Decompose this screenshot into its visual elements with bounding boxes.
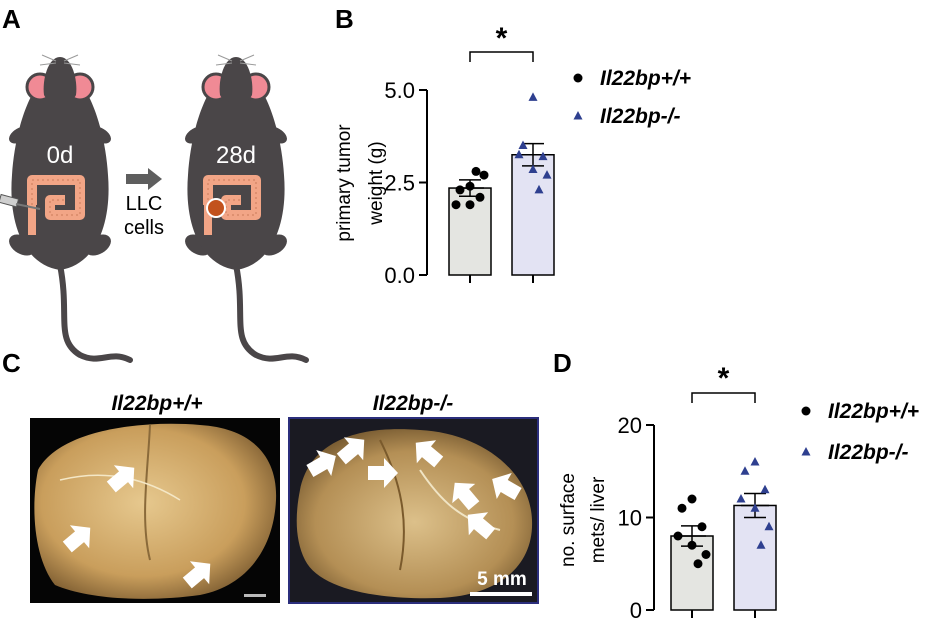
chart-d-legend-marker (801, 406, 811, 416)
chart-b-legend-marker (573, 73, 583, 83)
chart-b-point (538, 151, 548, 161)
panel-a-label: A (2, 4, 21, 34)
chart-d-point (736, 494, 746, 503)
chart-b-point (465, 181, 475, 191)
arrow-label-line2: cells (124, 217, 164, 239)
chart-b-y-axis-label: primary tumor (334, 124, 355, 242)
chart-b-significance-star: * (496, 22, 508, 55)
tumor-icon (206, 198, 226, 218)
chart-d-point (693, 559, 703, 569)
chart-b-point (479, 170, 489, 180)
chart-d-point (677, 503, 687, 513)
liver-photo-wildtype (30, 418, 280, 603)
chart-d-point (764, 521, 774, 531)
chart-b-y-tick-label: 0.0 (384, 263, 415, 288)
chart-b-point (534, 184, 544, 194)
chart-b-y-tick-label: 2.5 (384, 171, 415, 196)
chart-b-point (528, 164, 538, 174)
chart-d-point (756, 540, 766, 549)
photo-right-title: Il22bp-/- (373, 392, 454, 415)
chart-b-y-tick-label: 5.0 (384, 78, 415, 103)
mouse-illustration-start: 0d (5, 55, 130, 360)
scale-bar-label: 5 mm (477, 569, 527, 590)
chart-d-significance-bracket (691, 392, 756, 403)
scale-bar (470, 592, 532, 596)
chart-d-legend-marker (801, 447, 811, 456)
chart-b-point (455, 185, 465, 195)
chart-b-point (451, 200, 461, 210)
chart-b-significance-bracket (469, 51, 534, 62)
chart-b-point (518, 140, 528, 149)
chart-d-point (701, 550, 711, 559)
syringe-icon (0, 193, 41, 210)
chart-d-point (673, 531, 683, 541)
chart-b-legend-label: Il22bp-/- (600, 105, 681, 128)
chart-b-point (471, 166, 481, 176)
chart-d-point (750, 457, 760, 466)
chart-d-y-tick-label: 0 (630, 598, 642, 623)
chart-b-point (542, 170, 552, 179)
chart-d-legend-label: Il22bp+/+ (828, 400, 919, 423)
chart-b-point (475, 192, 485, 202)
day-end-label: 28d (216, 142, 256, 169)
chart-d-point (687, 540, 697, 550)
chart-b-y-axis-label: weight (g) (366, 141, 387, 225)
panel-d-label: D (553, 348, 572, 378)
arrow-label-line1: LLC (126, 193, 163, 215)
chart-d-y-tick-label: 20 (618, 413, 642, 438)
chart-d-y-axis-label: mets/ liver (588, 476, 609, 563)
chart-b: 0.0 2.5 5.0 primary tumor weight (g) * Il22bp+… (334, 22, 691, 288)
chart-d-point (687, 494, 697, 504)
mouse-illustration-end: 28d (181, 55, 306, 360)
chart-b-point (465, 200, 475, 210)
chart-d-point (760, 484, 770, 494)
chart-d-legend-label: Il22bp-/- (828, 441, 909, 464)
panel-b-label: B (335, 4, 354, 34)
liver-photo-knockout: 5 mm (288, 417, 539, 604)
chart-d-point (740, 466, 750, 475)
chart-b-point (514, 149, 524, 159)
chart-d-bar (733, 504, 777, 611)
photo-left-title: Il22bp+/+ (111, 392, 202, 415)
arrow-right-icon (126, 168, 162, 190)
chart-d-significance-star: * (718, 362, 730, 395)
chart-d-y-tick-label: 10 (618, 506, 642, 531)
chart-d: 0 10 20 no. surface mets/ liver * Il22bp+/+ Il2… (558, 362, 919, 623)
panel-c-label: C (2, 348, 21, 378)
chart-d-y-axis-label: no. surface (558, 473, 579, 567)
chart-d-point (750, 503, 760, 512)
chart-b-legend-marker (573, 111, 583, 120)
chart-b-legend-label: Il22bp+/+ (600, 67, 691, 90)
chart-d-point (697, 522, 707, 532)
day-start-label: 0d (47, 142, 74, 169)
chart-b-point (528, 92, 538, 101)
